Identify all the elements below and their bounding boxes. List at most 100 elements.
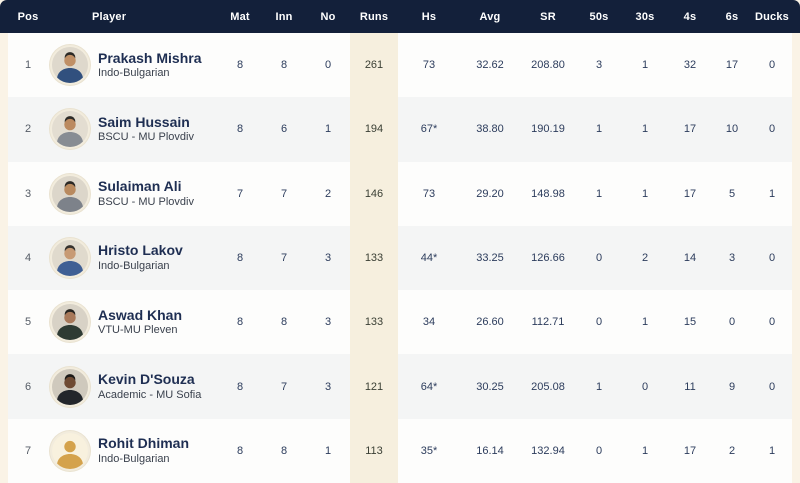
runs-cell: 194 <box>350 97 398 162</box>
runs-cell: 133 <box>350 225 398 291</box>
no-cell: 3 <box>324 380 332 393</box>
player-team: Indo-Bulgarian <box>98 452 170 465</box>
inn-cell: 7 <box>280 187 288 200</box>
no-cell: 2 <box>324 187 332 200</box>
runs-cell: 133 <box>350 290 398 355</box>
player-team: BSCU - MU Plovdiv <box>98 195 194 208</box>
position-cell: 5 <box>24 316 32 329</box>
player-text: Saim Hussain BSCU - MU Plovdiv <box>98 114 194 145</box>
avg-cell: 26.60 <box>476 316 504 329</box>
player-name-link[interactable]: Sulaiman Ali <box>98 178 182 195</box>
thirties-cell: 1 <box>641 123 649 136</box>
column-header-no: No <box>320 10 336 23</box>
sr-cell: 208.80 <box>531 59 565 72</box>
column-header-fours: 4s <box>683 10 697 23</box>
position-cell: 7 <box>24 444 32 457</box>
player-text: Aswad Khan VTU-MU Pleven <box>98 307 182 338</box>
no-cell: 3 <box>324 252 332 265</box>
player-team: Indo-Bulgarian <box>98 67 170 80</box>
runs-cell: 261 <box>350 33 398 98</box>
player-name-link[interactable]: Kevin D'Souza <box>98 371 195 387</box>
thirties-cell: 1 <box>641 444 649 457</box>
thirties-cell: 0 <box>641 380 649 393</box>
avg-cell: 32.62 <box>476 59 504 72</box>
fifties-cell: 1 <box>595 380 603 393</box>
inn-cell: 8 <box>280 444 288 457</box>
player-text: Kevin D'Souza Academic - MU Sofia <box>98 371 201 402</box>
column-header-avg: Avg <box>479 10 501 23</box>
ducks-cell: 1 <box>768 444 776 457</box>
player-avatar <box>52 240 88 277</box>
ducks-cell: 1 <box>768 187 776 200</box>
position-cell: 4 <box>24 252 32 265</box>
player-cell: Rohit Dhiman Indo-Bulgarian <box>48 419 218 483</box>
runs-cell: 113 <box>350 418 398 483</box>
hs-cell: 73 <box>422 187 436 200</box>
table-row: 7 Rohit Dhiman Indo-Bulgarian 8 8 1 113 35* 16.1… <box>8 418 792 483</box>
thirties-cell: 2 <box>641 252 649 265</box>
player-name-link[interactable]: Aswad Khan <box>98 306 183 323</box>
player-name-link[interactable]: Rohit Dhiman <box>98 435 189 452</box>
column-header-sixes: 6s <box>725 10 739 23</box>
table-row: 4 Hristo Lakov Indo-Bulgarian 8 7 3 133 44* 33.2… <box>8 225 792 291</box>
player-cell: Kevin D'Souza Academic - MU Sofia <box>48 354 218 418</box>
player-team: Academic - MU Sofia <box>98 388 202 401</box>
column-header-player: Player <box>92 10 127 23</box>
sr-cell: 148.98 <box>531 187 565 200</box>
no-cell: 3 <box>324 316 332 329</box>
player-avatar <box>52 368 88 405</box>
mat-cell: 8 <box>236 123 244 136</box>
avg-cell: 38.80 <box>476 123 504 136</box>
player-name-link[interactable]: Prakash Mishra <box>98 49 202 66</box>
fours-cell: 17 <box>683 187 697 200</box>
player-avatar-placeholder-icon <box>52 432 88 469</box>
sixes-cell: 3 <box>728 252 736 265</box>
player-text: Hristo Lakov Indo-Bulgarian <box>98 242 183 273</box>
fifties-cell: 1 <box>595 187 603 200</box>
player-team: Indo-Bulgarian <box>98 259 170 272</box>
fours-cell: 17 <box>683 444 697 457</box>
table-row: 2 Saim Hussain BSCU - MU Plovdiv 8 6 1 194 67* 3… <box>8 97 792 162</box>
player-cell: Sulaiman Ali BSCU - MU Plovdiv <box>48 162 218 226</box>
sr-cell: 132.94 <box>531 444 565 457</box>
sixes-cell: 9 <box>728 380 736 393</box>
table-row: 1 Prakash Mishra Indo-Bulgarian 8 8 0 261 73 32.… <box>8 33 792 98</box>
ducks-cell: 0 <box>768 123 776 136</box>
player-avatar <box>52 47 88 84</box>
mat-cell: 8 <box>236 444 244 457</box>
position-cell: 1 <box>24 59 32 72</box>
inn-cell: 7 <box>280 380 288 393</box>
thirties-cell: 1 <box>641 59 649 72</box>
fifties-cell: 0 <box>595 316 603 329</box>
column-header-hs: Hs <box>421 10 437 23</box>
player-cell: Aswad Khan VTU-MU Pleven <box>48 290 218 354</box>
avg-cell: 33.25 <box>476 252 504 265</box>
sr-cell: 190.19 <box>531 123 565 136</box>
column-header-mat: Mat <box>230 10 250 23</box>
fifties-cell: 3 <box>595 59 603 72</box>
sixes-cell: 5 <box>728 187 736 200</box>
table-row: 3 Sulaiman Ali BSCU - MU Plovdiv 7 7 2 146 73 29… <box>8 161 792 226</box>
sixes-cell: 10 <box>725 123 739 136</box>
mat-cell: 7 <box>236 187 244 200</box>
player-avatar <box>52 111 88 148</box>
sixes-cell: 2 <box>728 444 736 457</box>
fours-cell: 17 <box>683 123 697 136</box>
hs-cell: 44* <box>420 252 438 265</box>
sr-cell: 126.66 <box>531 252 565 265</box>
mat-cell: 8 <box>236 59 244 72</box>
position-cell: 6 <box>24 380 32 393</box>
inn-cell: 7 <box>280 252 288 265</box>
no-cell: 0 <box>324 59 332 72</box>
inn-cell: 8 <box>280 316 288 329</box>
fours-cell: 14 <box>683 252 697 265</box>
column-header-fifties: 50s <box>589 10 609 23</box>
player-name-link[interactable]: Saim Hussain <box>98 113 190 130</box>
mat-cell: 8 <box>236 252 244 265</box>
sr-cell: 205.08 <box>531 380 565 393</box>
hs-cell: 35* <box>420 444 438 457</box>
thirties-cell: 1 <box>641 187 649 200</box>
ducks-cell: 0 <box>768 252 776 265</box>
player-name-link[interactable]: Hristo Lakov <box>98 242 183 259</box>
